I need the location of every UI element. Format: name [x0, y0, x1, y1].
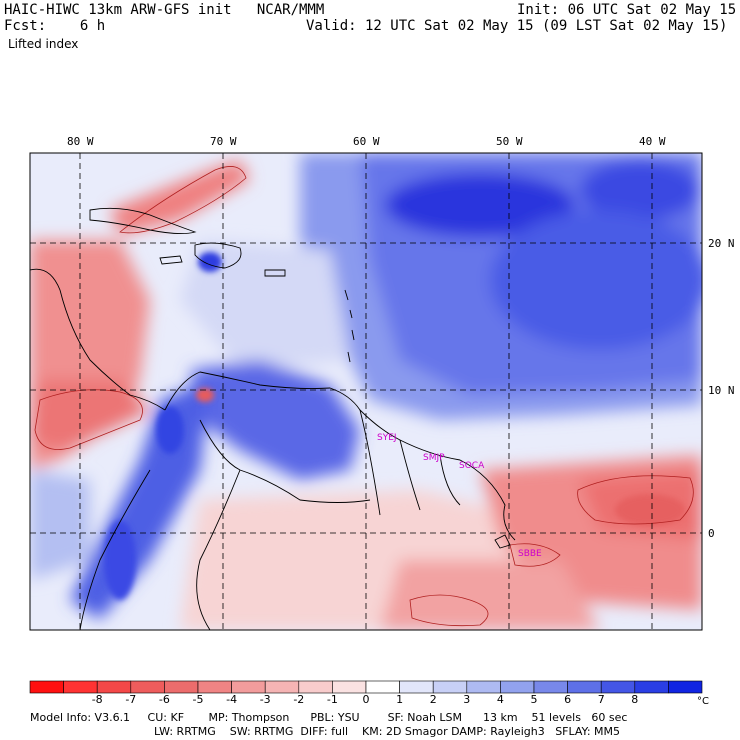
colorbar-label: 2 — [429, 693, 437, 706]
coastlines — [30, 207, 516, 630]
colorbar-bin — [399, 680, 434, 694]
map-frame — [29, 152, 703, 631]
colorbar-bin — [29, 680, 64, 694]
lon-label-50w: 50 W — [496, 135, 523, 148]
colorbar-bin — [500, 680, 535, 694]
graticule — [30, 153, 702, 630]
shaded-field — [30, 153, 702, 630]
colorbar-bin — [332, 680, 367, 694]
forecast-hour: Fcst: 6 h — [4, 18, 106, 34]
colorbar-bin — [365, 680, 400, 694]
station-label-smjp: SMJP — [423, 453, 445, 463]
station-label-soca: SOCA — [459, 461, 485, 471]
colorbar-label: 1 — [396, 693, 404, 706]
colorbar-bin — [197, 680, 232, 694]
colorbar-bin — [668, 680, 703, 694]
colorbar-label: -5 — [192, 693, 204, 706]
colorbar-bin — [264, 680, 300, 694]
colorbar-label: -3 — [259, 693, 271, 706]
colorbar-label: 8 — [631, 693, 639, 706]
lon-label-70w: 70 W — [210, 135, 237, 148]
colorbar-bin — [231, 680, 266, 694]
colorbar-bin — [634, 680, 669, 694]
lon-label-80w: 80 W — [67, 135, 94, 148]
colorbar-bin — [164, 680, 199, 694]
colorbar-bin — [432, 680, 468, 694]
colorbar-label: 5 — [530, 693, 538, 706]
colorbar-label: 6 — [564, 693, 572, 706]
colorbar-label: 3 — [463, 693, 471, 706]
colorbar-bin — [130, 680, 165, 694]
model-info-line1: Model Info: V3.6.1 CU: KF MP: Thompson P… — [30, 711, 628, 724]
colorbar-label: 7 — [597, 693, 605, 706]
colorbar-label: -6 — [158, 693, 170, 706]
colorbar-label: 0 — [362, 693, 370, 706]
init-time: Init: 06 UTC Sat 02 May 15 — [517, 2, 737, 18]
colorbar-label: -7 — [125, 693, 137, 706]
colorbar-label: -2 — [293, 693, 305, 706]
station-labels: SYEJ SMJP SOCA SBBE — [377, 433, 542, 559]
colorbar-label: -4 — [226, 693, 238, 706]
colorbar-bin — [567, 680, 602, 694]
station-label-syej: SYEJ — [377, 433, 397, 443]
colorbar-bin — [533, 680, 568, 694]
colorbar-bin — [96, 680, 132, 694]
model-info-line2: LW: RRTMG SW: RRTMG DIFF: full KM: 2D Sm… — [154, 725, 620, 738]
lat-label-0: 0 — [708, 527, 715, 540]
model-title: HAIC-HIWC 13km ARW-GFS init NCAR/MMM — [4, 2, 325, 18]
colorbar-bin — [466, 680, 501, 694]
colorbar-bin — [298, 680, 333, 694]
colorbar-label: 4 — [496, 693, 504, 706]
colorbar-unit: °C — [697, 696, 709, 707]
lat-label-20n: 20 N — [708, 237, 735, 250]
lon-label-60w: 60 W — [353, 135, 380, 148]
colorbar-label: -1 — [326, 693, 338, 706]
station-label-sbbe: SBBE — [518, 549, 542, 559]
lon-labels: 80 W 70 W 60 W 50 W 40 W — [67, 135, 666, 148]
colorbar-bin — [63, 680, 98, 694]
colorbar-label: -8 — [91, 693, 103, 706]
lon-label-40w: 40 W — [639, 135, 666, 148]
valid-time: Valid: 12 UTC Sat 02 May 15 (09 LST Sat … — [306, 18, 728, 34]
colorbar — [29, 680, 703, 694]
lat-label-10n: 10 N — [708, 384, 735, 397]
colorbar-bin — [600, 680, 636, 694]
lat-labels: 20 N 10 N 0 — [708, 237, 735, 540]
field-name: Lifted index — [8, 37, 79, 51]
